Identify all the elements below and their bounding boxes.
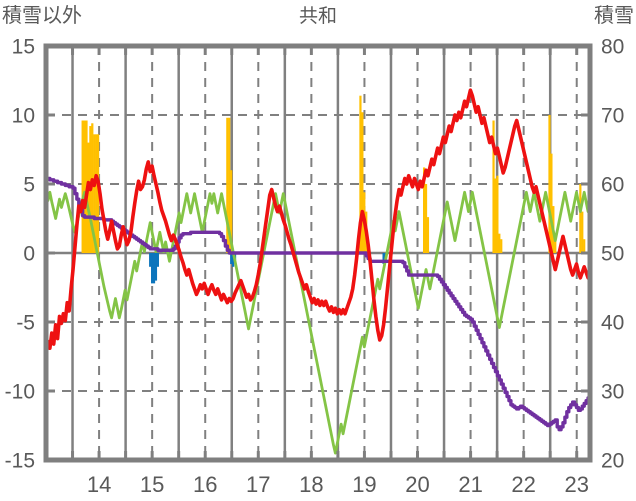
bar-positive: [361, 112, 364, 254]
x-axis-tick-label: 15: [140, 472, 164, 497]
bar-positive: [95, 134, 98, 253]
bar-positive: [228, 117, 231, 253]
x-axis-tick-label: 21: [458, 472, 482, 497]
bar-positive: [500, 239, 503, 253]
bar-positive: [230, 170, 233, 253]
x-axis-tick-label: 18: [299, 472, 323, 497]
right-axis-tick-label: 60: [601, 174, 624, 197]
chart-title: 共和: [299, 5, 337, 27]
bar-negative: [154, 253, 158, 281]
left-axis-tick-label: -5: [16, 312, 35, 335]
bar-positive: [359, 95, 362, 254]
bar-negative: [232, 253, 235, 267]
bar-positive: [583, 239, 586, 253]
right-axis-tick-label: 70: [601, 105, 624, 128]
bar-positive: [87, 142, 90, 253]
right-axis-unit-label: 積雪: [594, 4, 634, 27]
bar-negative: [151, 253, 154, 284]
x-axis-tick-label: 17: [246, 472, 270, 497]
bar-negative: [382, 253, 385, 265]
left-axis-tick-label: -10: [5, 381, 35, 404]
red-line: [46, 88, 590, 352]
bar-positive: [494, 178, 497, 253]
bar-positive: [498, 233, 501, 253]
bar-positive: [548, 115, 551, 253]
right-axis-tick-label: 80: [601, 36, 624, 59]
bar-positive: [550, 153, 553, 253]
x-axis-tick-label: 14: [87, 472, 111, 497]
right-axis-tick-label: 20: [601, 450, 624, 473]
bar-negative: [156, 253, 159, 267]
left-axis-tick-label: 10: [12, 105, 35, 128]
bar-positive: [96, 134, 100, 253]
bar-positive: [423, 167, 426, 253]
left-axis-tick-label: 5: [23, 174, 35, 197]
left-axis-unit-label: 積雪以外: [2, 4, 82, 27]
left-axis-tick-label: -15: [5, 450, 35, 473]
x-axis-tick-label: 23: [564, 472, 588, 497]
bar-positive: [496, 175, 499, 253]
bar-positive: [226, 117, 229, 253]
bar-positive: [426, 217, 430, 253]
x-axis-tick-label: 16: [193, 472, 217, 497]
bar-positive: [581, 211, 584, 253]
x-axis-tick-label: 20: [405, 472, 429, 497]
bar-negative: [149, 253, 152, 267]
bar-positive: [83, 120, 86, 254]
bar-positive: [579, 184, 582, 253]
bar-positive: [93, 134, 96, 253]
bar-negative: [152, 253, 156, 284]
left-axis-tick-label: 0: [23, 243, 35, 266]
bar-positive: [424, 184, 428, 253]
x-axis-tick-label: 19: [352, 472, 376, 497]
green-line: [46, 190, 590, 455]
bar-positive: [492, 120, 495, 254]
bar-negative: [230, 253, 233, 265]
bar-positive: [81, 120, 84, 254]
right-axis-tick-label: 40: [601, 312, 624, 335]
right-axis-tick-label: 50: [601, 243, 624, 266]
right-axis-tick-label: 30: [601, 381, 624, 404]
bar-positive: [554, 239, 557, 253]
left-axis-tick-label: 15: [12, 36, 35, 59]
x-axis-tick-label: 22: [511, 472, 535, 497]
plot-data-group: [46, 88, 590, 455]
